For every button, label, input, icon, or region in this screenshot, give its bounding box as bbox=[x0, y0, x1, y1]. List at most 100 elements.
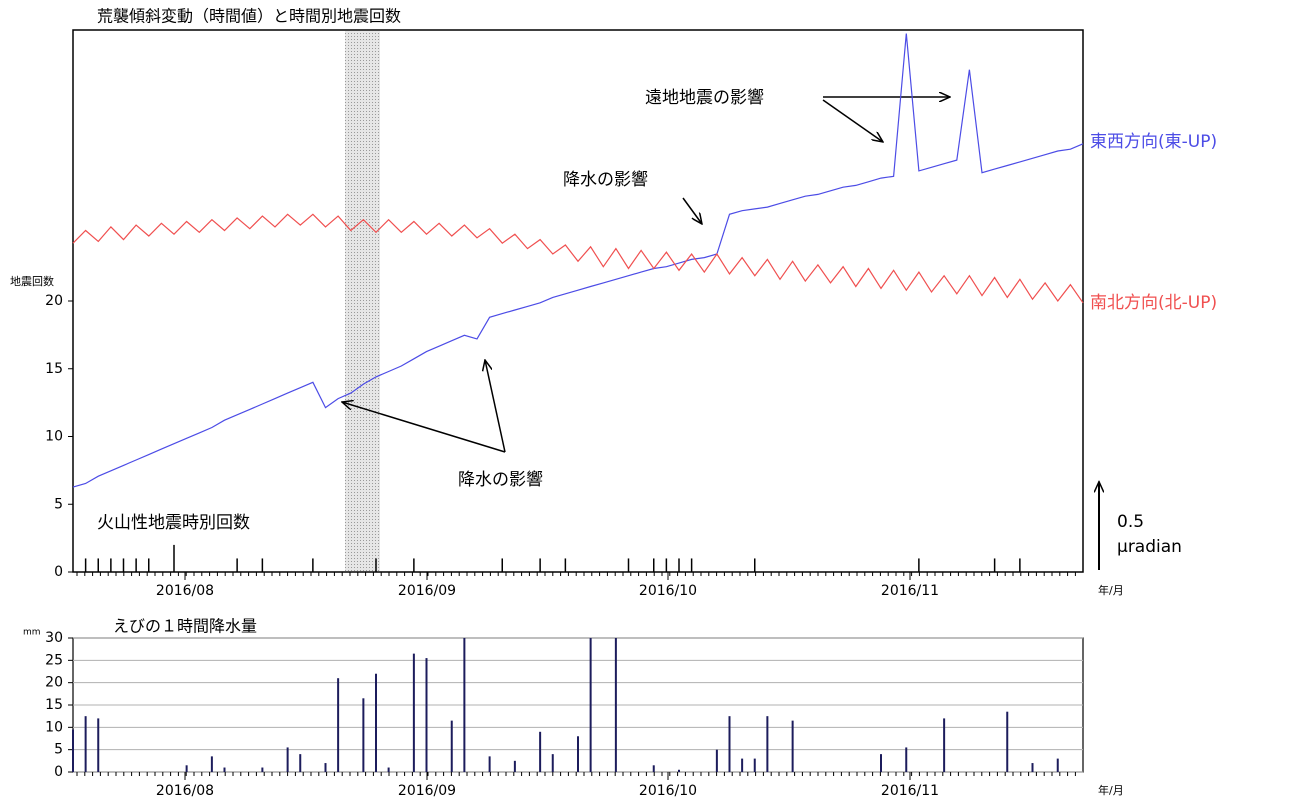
rain-bar bbox=[84, 716, 87, 772]
scale-value: 0.5 bbox=[1117, 512, 1144, 532]
count-bar bbox=[501, 558, 503, 572]
chart-title: 荒襲傾斜変動（時間値）と時間別地震回数 bbox=[97, 7, 401, 26]
annotation: 降水の影響 bbox=[563, 170, 648, 190]
y-tick-label: 0 bbox=[54, 564, 63, 580]
y-axis-label: 地震回数 bbox=[10, 275, 54, 288]
rain-bar bbox=[652, 765, 655, 772]
arrow bbox=[342, 402, 506, 453]
count-bar bbox=[261, 558, 264, 572]
rain-bar bbox=[943, 718, 946, 772]
rain-bar bbox=[210, 756, 213, 772]
count-bar bbox=[135, 558, 137, 572]
count-bar bbox=[564, 558, 567, 572]
count-bar bbox=[665, 558, 668, 572]
rain-bar bbox=[766, 716, 769, 772]
count-bar bbox=[678, 558, 680, 572]
count-bar bbox=[84, 558, 87, 572]
plot-frame bbox=[72, 29, 1084, 573]
annotation: 降水の影響 bbox=[458, 470, 543, 490]
x-tick-label: 2016/11 bbox=[881, 783, 939, 799]
rain-bar bbox=[362, 698, 365, 772]
y-tick-label: 10 bbox=[45, 719, 63, 735]
x-tick-label: 2016/11 bbox=[881, 583, 939, 599]
chart-title: えびの１時間降水量 bbox=[113, 617, 257, 636]
legend-entry: 南北方向(北-UP) bbox=[1090, 293, 1217, 313]
rain-bar bbox=[261, 767, 264, 772]
count-bar bbox=[236, 558, 238, 572]
rain-bar bbox=[513, 760, 516, 772]
rain-bar bbox=[488, 756, 491, 772]
rain-bar bbox=[299, 754, 302, 772]
y-tick-label: 5 bbox=[54, 742, 63, 758]
y-tick-label: 20 bbox=[45, 293, 63, 309]
count-bar bbox=[1019, 558, 1021, 572]
y-tick-label: 15 bbox=[45, 361, 63, 377]
arrow bbox=[682, 197, 702, 224]
shaded-period bbox=[345, 31, 380, 571]
rain-bar bbox=[223, 767, 226, 772]
rain-bar bbox=[715, 749, 718, 772]
arrow bbox=[485, 360, 506, 453]
x-tick-label: 2016/09 bbox=[398, 783, 456, 799]
rain-bar bbox=[880, 754, 882, 772]
count-bar bbox=[918, 558, 920, 572]
count-bar bbox=[122, 558, 125, 572]
rain-bar bbox=[791, 720, 794, 772]
rain-bar bbox=[614, 638, 617, 772]
rain-bar bbox=[905, 747, 908, 772]
rain-bar bbox=[753, 758, 756, 772]
y-unit: mm bbox=[23, 628, 41, 638]
rain-bar bbox=[1006, 711, 1009, 772]
count-bar bbox=[97, 558, 99, 572]
rain-bar bbox=[589, 638, 592, 772]
x-tick-label: 2016/08 bbox=[156, 783, 214, 799]
annotation: 遠地地震の影響 bbox=[645, 88, 764, 108]
rain-bar bbox=[97, 718, 100, 772]
rain-bar bbox=[185, 765, 188, 772]
count-bar bbox=[690, 558, 693, 572]
x-tick-label: 2016/08 bbox=[156, 583, 214, 599]
scale-unit: μradian bbox=[1117, 537, 1182, 557]
x-tick-label: 2016/10 bbox=[639, 783, 697, 799]
y-tick-label: 25 bbox=[45, 652, 63, 668]
x-tick-label: 2016/10 bbox=[639, 583, 697, 599]
y-tick-label: 5 bbox=[54, 496, 63, 512]
rain-bar bbox=[412, 653, 415, 772]
rain-bar bbox=[678, 769, 680, 772]
count-bar bbox=[539, 558, 541, 572]
count-bar bbox=[110, 558, 112, 572]
rain-bar bbox=[450, 720, 453, 772]
count-bar bbox=[173, 544, 175, 572]
rain-bar bbox=[728, 716, 731, 772]
legend-entry: 東西方向(東-UP) bbox=[1090, 132, 1217, 152]
rain-bar bbox=[463, 638, 466, 772]
rain-bar bbox=[1031, 763, 1034, 772]
count-bar bbox=[148, 558, 150, 572]
rain-bar bbox=[741, 758, 744, 772]
count-bar bbox=[653, 558, 655, 572]
y-tick-label: 10 bbox=[45, 429, 63, 445]
rain-bar bbox=[539, 731, 542, 772]
count-bar bbox=[375, 558, 377, 572]
count-bar bbox=[413, 558, 415, 572]
rain-bar bbox=[1056, 758, 1059, 772]
arrow bbox=[822, 99, 883, 142]
rain-bar bbox=[375, 673, 377, 772]
y-tick-label: 0 bbox=[54, 764, 63, 780]
count-bar bbox=[312, 558, 314, 572]
x-tick-label: 2016/09 bbox=[398, 583, 456, 599]
count-label: 火山性地震時別回数 bbox=[97, 513, 250, 533]
rain-bar bbox=[577, 736, 579, 772]
y-tick-label: 30 bbox=[45, 630, 63, 646]
y-tick-label: 15 bbox=[45, 697, 63, 713]
rain-bar bbox=[286, 747, 289, 772]
count-bar bbox=[627, 558, 630, 572]
rain-bar bbox=[337, 678, 340, 772]
count-bar bbox=[993, 558, 996, 572]
rain-bar bbox=[551, 754, 554, 772]
y-tick-label: 20 bbox=[45, 675, 63, 691]
x-axis-label: 年/月 bbox=[1098, 783, 1124, 797]
rain-bar bbox=[72, 729, 74, 772]
x-axis-label: 年/月 bbox=[1098, 583, 1124, 597]
